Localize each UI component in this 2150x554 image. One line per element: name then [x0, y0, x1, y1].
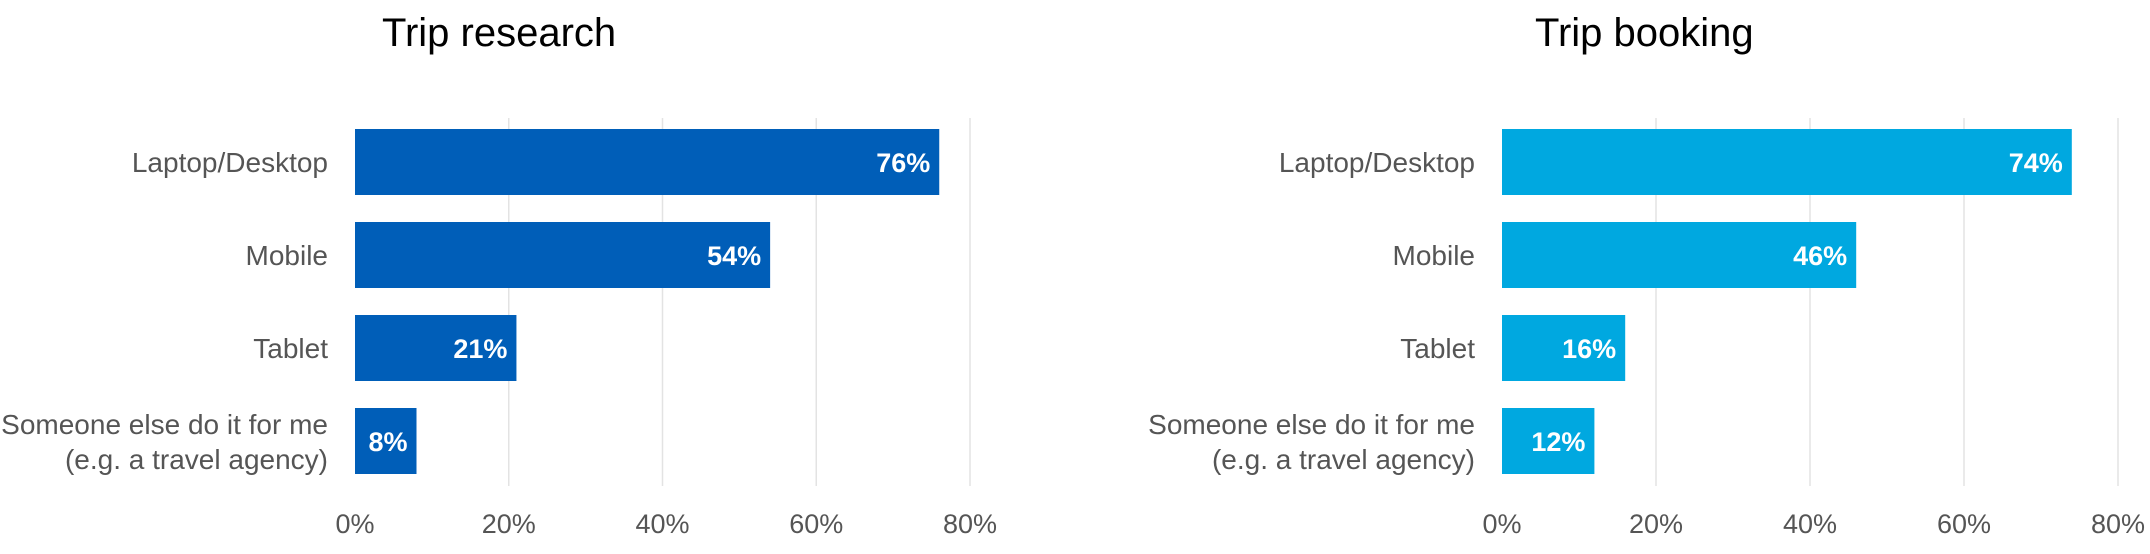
- chart-title: Trip booking: [1535, 11, 1754, 55]
- category-label: (e.g. a travel agency): [1212, 444, 1475, 475]
- bar: [1502, 222, 1857, 288]
- chart-booking: Trip booking 74% Laptop/Desktop 46% Mobile 16…: [1148, 11, 2145, 539]
- bar: [1502, 129, 2072, 195]
- data-label: 76%: [876, 148, 930, 178]
- bar: [355, 129, 940, 195]
- chart-research: Trip research 76% Laptop/Desktop 54% Mobile 2…: [1, 11, 997, 539]
- category-label: Someone else do it for me: [1, 409, 328, 440]
- tick-label: 40%: [635, 509, 689, 539]
- tick-label: 20%: [1629, 509, 1683, 539]
- tick-label: 80%: [2091, 509, 2145, 539]
- tick-label: 60%: [1937, 509, 1991, 539]
- category-label: (e.g. a travel agency): [65, 444, 328, 475]
- bar: [355, 408, 417, 474]
- tick-label: 20%: [482, 509, 536, 539]
- bar: [1502, 315, 1626, 381]
- tick-label: 0%: [335, 509, 374, 539]
- category-label: Tablet: [253, 333, 328, 364]
- tick-label: 60%: [789, 509, 843, 539]
- data-label: 8%: [368, 427, 407, 457]
- category-label: Mobile: [246, 240, 328, 271]
- data-label: 74%: [2009, 148, 2063, 178]
- chart-title: Trip research: [382, 11, 616, 55]
- data-label: 46%: [1793, 241, 1847, 271]
- category-label: Laptop/Desktop: [1279, 147, 1475, 178]
- category-label: Laptop/Desktop: [132, 147, 328, 178]
- data-label: 54%: [707, 241, 761, 271]
- tick-label: 0%: [1482, 509, 1521, 539]
- bar: [1502, 408, 1595, 474]
- bar: [355, 222, 771, 288]
- data-label: 21%: [453, 334, 507, 364]
- category-label: Mobile: [1393, 240, 1475, 271]
- bar: [355, 315, 517, 381]
- data-label: 16%: [1562, 334, 1616, 364]
- tick-label: 40%: [1783, 509, 1837, 539]
- tick-label: 80%: [943, 509, 997, 539]
- category-label: Tablet: [1400, 333, 1475, 364]
- data-label: 12%: [1531, 427, 1585, 457]
- category-label: Someone else do it for me: [1148, 409, 1475, 440]
